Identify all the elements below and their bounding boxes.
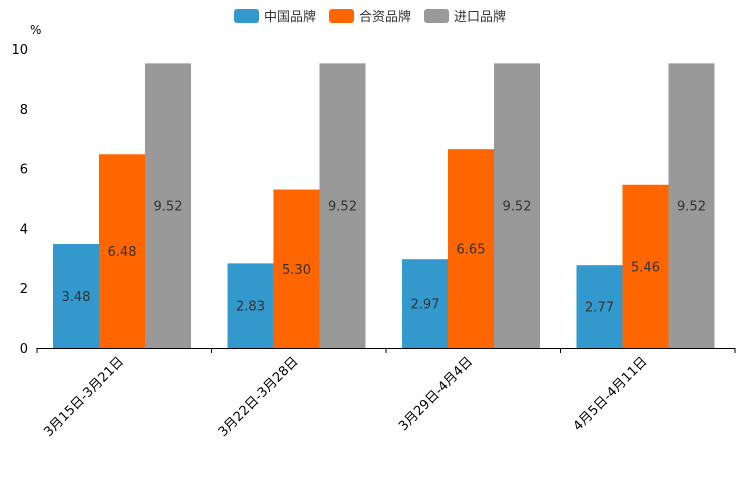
data-label-1-1: 3.48 <box>62 290 91 305</box>
y-tick-label-6: 6 <box>20 163 28 178</box>
data-label-1-4: 2.77 <box>585 301 614 316</box>
data-label-3-4: 9.52 <box>677 200 706 215</box>
x-category-label-2: 3月22日-3月28日 <box>216 354 302 440</box>
legend-swatch-3 <box>424 9 449 23</box>
data-label-3-1: 9.52 <box>154 200 183 215</box>
x-axis: 3月15日-3月21日 3月22日-3月28日 3月29日-4月4日 4月5日-4月1… <box>37 348 735 440</box>
data-label-1-3: 2.97 <box>411 298 440 313</box>
data-label-3-3: 9.52 <box>503 200 532 215</box>
data-label-2-2: 5.30 <box>282 263 311 278</box>
legend: 中国品牌 合资品牌 进口品牌 <box>234 9 506 25</box>
legend-label-3: 进口品牌 <box>454 9 506 25</box>
x-category-label-3: 3月29日-4月4日 <box>396 354 476 434</box>
y-tick-label-4: 4 <box>20 222 28 237</box>
y-axis-unit-label: % <box>30 23 41 37</box>
y-tick-label-0: 0 <box>20 342 28 357</box>
x-category-label-1: 3月15日-3月21日 <box>41 354 127 440</box>
legend-label-1: 中国品牌 <box>264 9 316 25</box>
legend-label-2: 合资品牌 <box>359 9 411 25</box>
y-axis-ticks: 0 2 4 6 8 10 <box>11 43 28 357</box>
x-category-label-4: 4月5日-4月11日 <box>571 354 651 434</box>
data-label-2-1: 6.48 <box>108 245 137 260</box>
bars: 3.48 6.48 9.52 2.83 5.30 9.52 2.97 6.65 9.52 2.77… <box>53 63 715 348</box>
chart: 中国品牌 合资品牌 进口品牌 % 0 2 4 6 8 10 3.48 6.48 9.52 2.83 5… <box>0 0 744 496</box>
legend-swatch-2 <box>329 9 354 23</box>
data-label-3-2: 9.52 <box>328 200 357 215</box>
y-tick-label-10: 10 <box>11 43 28 58</box>
data-label-2-3: 6.65 <box>457 243 486 258</box>
data-label-1-2: 2.83 <box>236 300 265 315</box>
y-tick-label-8: 8 <box>20 103 28 118</box>
data-label-2-4: 5.46 <box>631 260 660 275</box>
legend-swatch-1 <box>234 9 259 23</box>
y-tick-label-2: 2 <box>20 282 28 297</box>
